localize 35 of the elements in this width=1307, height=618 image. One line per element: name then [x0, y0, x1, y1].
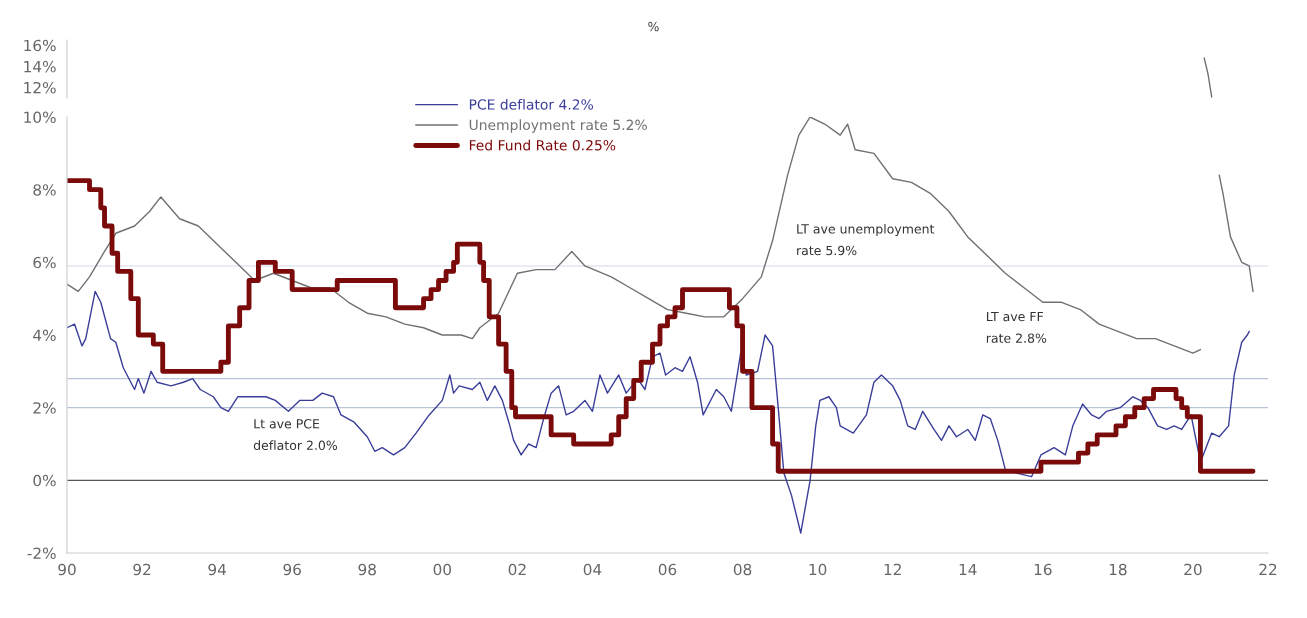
y-tick-label: 4%	[33, 329, 56, 342]
x-tick-label: 08	[733, 563, 752, 576]
y-tick-label: 8%	[33, 184, 56, 196]
x-tick-label: 12	[884, 563, 901, 576]
y-tick-label: 0%	[33, 474, 56, 487]
legend-label: Unemployment rate 5.2%	[469, 119, 647, 133]
y-tick-label: 16%	[24, 39, 56, 52]
x-tick-label: 20	[1184, 563, 1202, 576]
ref-line-label: LT ave unemployment rate 5.9%	[797, 223, 935, 256]
x-tick-label: 22	[1259, 563, 1277, 576]
y-tick-label: 10%	[24, 111, 56, 124]
x-tick-label: 16	[1034, 563, 1052, 576]
chart-subtitle: %	[648, 21, 659, 32]
x-tick-label: 04	[583, 563, 602, 576]
x-tick-label: 90	[58, 563, 76, 576]
y-tick-label: 14%	[24, 60, 56, 73]
ref-line-label: LT ave FF rate 2.8%	[986, 311, 1047, 343]
y-tick-label: 12%	[24, 81, 56, 94]
x-tick-label: 98	[358, 563, 376, 576]
x-tick-label: 10	[809, 563, 827, 576]
line-series	[67, 290, 1250, 534]
ref-line-label: Lt ave PCE deflator 2.0%	[253, 419, 338, 451]
legend-label: PCE deflator 4.2%	[469, 98, 594, 110]
x-tick-label: 14	[959, 563, 977, 576]
y-tick-label: 6%	[33, 256, 56, 269]
legend-label: Fed Fund Rate 0.25%	[469, 139, 616, 151]
x-tick-label: 02	[508, 563, 526, 576]
x-tick-label: 18	[1109, 563, 1127, 576]
y-tick-label: 2%	[33, 402, 56, 414]
x-tick-label: 00	[433, 563, 452, 576]
x-tick-label: 92	[133, 563, 151, 576]
y-tick-label: -2%	[27, 547, 56, 560]
x-tick-label: 06	[658, 563, 677, 576]
x-tick-label: 94	[208, 563, 226, 576]
x-tick-label: 96	[283, 563, 301, 576]
